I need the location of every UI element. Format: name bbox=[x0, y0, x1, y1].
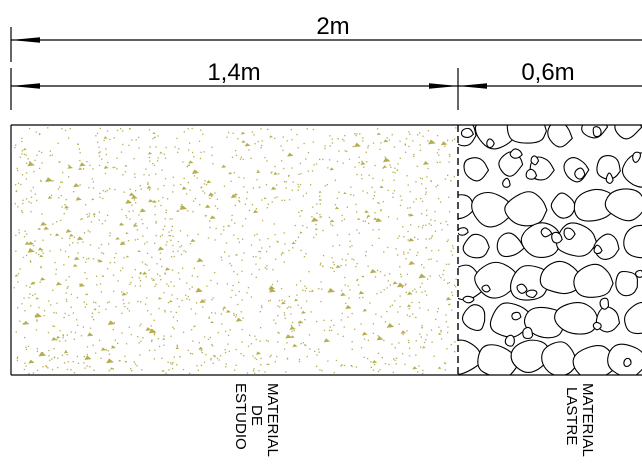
lastre-label-line-1: MATERIAL bbox=[579, 383, 596, 457]
total-dim-text: 2m bbox=[316, 13, 349, 40]
study-label-line-1: MATERIAL bbox=[264, 383, 281, 457]
study-dim-left-arrow bbox=[11, 83, 40, 89]
study-dim-right-arrow bbox=[429, 83, 458, 89]
lastre-dim-left-arrow bbox=[458, 83, 487, 89]
sand-stipple-hatch bbox=[13, 127, 457, 375]
total-dimension: 2m bbox=[10, 13, 642, 62]
lastre-label-line-2: LASTRE bbox=[563, 387, 580, 445]
study-label-line-2: DE bbox=[248, 405, 265, 426]
partial-dimensions: 1,4m 0,6m bbox=[10, 59, 642, 110]
study-material-block bbox=[11, 125, 458, 375]
lastre-material-block bbox=[458, 125, 642, 375]
section-outline bbox=[10, 124, 642, 376]
study-label: MATERIAL DE ESTUDIO bbox=[232, 383, 281, 457]
study-dim-text: 1,4m bbox=[207, 59, 260, 86]
study-label-line-3: ESTUDIO bbox=[232, 383, 249, 450]
gravel-hatch bbox=[458, 125, 642, 375]
total-dim-left-arrow bbox=[11, 37, 40, 43]
lastre-label: MATERIAL LASTRE bbox=[563, 383, 596, 457]
study-material-area bbox=[11, 125, 458, 375]
lastre-dim-text: 0,6m bbox=[521, 59, 574, 86]
